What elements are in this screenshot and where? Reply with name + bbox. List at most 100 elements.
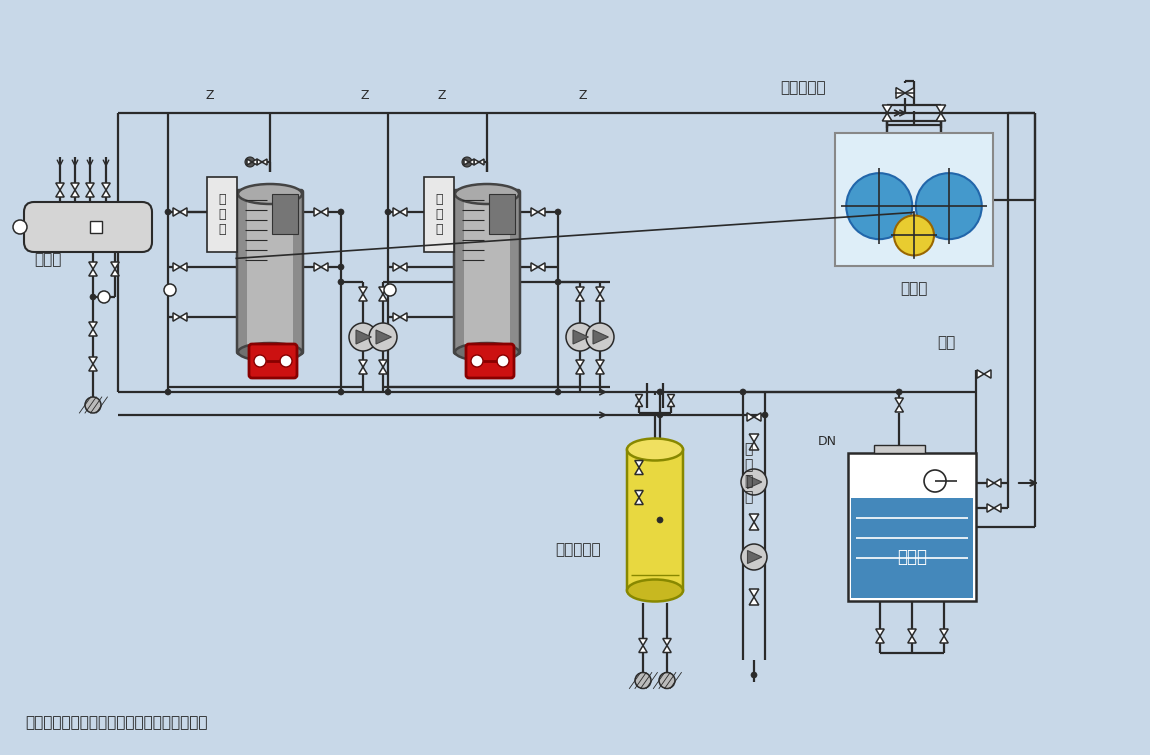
Polygon shape (667, 395, 675, 400)
Polygon shape (393, 208, 400, 216)
Polygon shape (378, 367, 388, 374)
Polygon shape (754, 413, 761, 421)
Circle shape (472, 355, 483, 367)
Bar (463, 194, 509, 349)
Polygon shape (987, 479, 994, 487)
Polygon shape (89, 357, 98, 364)
Polygon shape (172, 208, 181, 216)
Polygon shape (994, 504, 1000, 512)
Ellipse shape (455, 343, 519, 361)
Text: 其它: 其它 (937, 335, 956, 350)
Polygon shape (882, 113, 892, 121)
Polygon shape (936, 105, 945, 113)
FancyBboxPatch shape (627, 448, 683, 593)
Polygon shape (994, 479, 1000, 487)
Polygon shape (748, 413, 754, 421)
Polygon shape (936, 113, 945, 121)
Circle shape (385, 209, 391, 215)
Polygon shape (638, 646, 647, 652)
Polygon shape (978, 370, 984, 378)
Polygon shape (596, 367, 604, 374)
Polygon shape (321, 263, 328, 271)
Polygon shape (576, 294, 584, 301)
FancyBboxPatch shape (466, 344, 514, 378)
Polygon shape (356, 330, 371, 344)
Polygon shape (749, 589, 759, 597)
Text: Z: Z (206, 89, 214, 102)
Polygon shape (393, 313, 400, 321)
Text: DN: DN (818, 435, 837, 448)
Text: 接入自来水: 接入自来水 (780, 80, 826, 95)
Polygon shape (573, 330, 589, 344)
Polygon shape (576, 287, 584, 294)
Polygon shape (636, 395, 643, 400)
Text: Z: Z (361, 89, 369, 102)
Polygon shape (531, 263, 538, 271)
Polygon shape (321, 208, 328, 216)
Polygon shape (882, 105, 892, 113)
Circle shape (894, 215, 934, 255)
Polygon shape (71, 183, 79, 190)
Circle shape (98, 291, 110, 303)
Circle shape (13, 220, 26, 234)
Polygon shape (748, 550, 761, 563)
Text: 冷
凝
器: 冷 凝 器 (218, 193, 225, 236)
Polygon shape (181, 313, 187, 321)
Polygon shape (635, 461, 643, 467)
Polygon shape (987, 504, 994, 512)
Circle shape (164, 209, 171, 215)
Polygon shape (538, 208, 545, 216)
Circle shape (462, 157, 471, 167)
Circle shape (925, 470, 946, 492)
Text: 连排膨胀器: 连排膨胀器 (555, 543, 600, 557)
Polygon shape (256, 159, 262, 165)
Polygon shape (359, 367, 367, 374)
Circle shape (657, 517, 664, 523)
Polygon shape (474, 159, 480, 165)
Circle shape (555, 279, 561, 285)
FancyBboxPatch shape (454, 190, 520, 354)
Polygon shape (895, 405, 904, 412)
Polygon shape (359, 287, 367, 294)
Bar (489, 194, 515, 234)
Polygon shape (638, 639, 647, 646)
Circle shape (385, 389, 391, 395)
Circle shape (657, 389, 664, 395)
Circle shape (751, 672, 757, 678)
Polygon shape (596, 287, 604, 294)
Polygon shape (667, 400, 675, 406)
Polygon shape (635, 467, 643, 474)
Circle shape (90, 294, 95, 300)
Polygon shape (172, 263, 181, 271)
Circle shape (338, 209, 344, 215)
Polygon shape (940, 629, 949, 636)
Circle shape (762, 412, 768, 418)
Circle shape (915, 173, 982, 239)
Text: Z: Z (438, 89, 446, 102)
Polygon shape (905, 88, 914, 98)
Text: 冷
凝
器: 冷 凝 器 (435, 193, 443, 236)
Circle shape (279, 355, 292, 367)
Polygon shape (635, 491, 643, 498)
Polygon shape (596, 360, 604, 367)
Circle shape (164, 284, 176, 296)
Polygon shape (984, 370, 991, 378)
FancyBboxPatch shape (24, 202, 152, 252)
Circle shape (739, 389, 746, 395)
Polygon shape (181, 263, 187, 271)
Bar (851, 498, 973, 598)
Circle shape (338, 264, 344, 270)
Polygon shape (400, 313, 407, 321)
Polygon shape (89, 322, 98, 329)
Ellipse shape (627, 439, 683, 461)
Circle shape (555, 209, 561, 215)
Polygon shape (89, 364, 98, 371)
Polygon shape (262, 159, 267, 165)
Bar (247, 194, 293, 349)
Polygon shape (463, 159, 469, 165)
Circle shape (586, 323, 614, 351)
Text: 软水箱: 软水箱 (897, 547, 927, 565)
Circle shape (555, 389, 561, 395)
Polygon shape (907, 629, 917, 636)
Bar (835, 133, 992, 266)
